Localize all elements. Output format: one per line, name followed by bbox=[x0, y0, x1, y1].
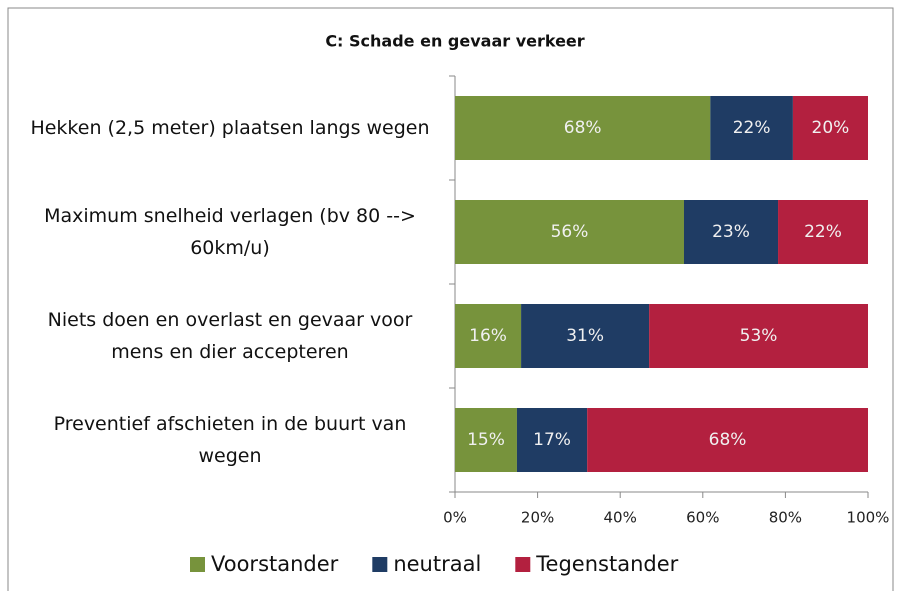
legend-label: Tegenstander bbox=[535, 552, 678, 576]
bar-segment bbox=[649, 304, 868, 368]
legend-swatch bbox=[515, 557, 531, 572]
bar-segment bbox=[455, 200, 684, 264]
category-label: Maximum snelheid verlagen (bv 80 --> 60km… bbox=[44, 205, 416, 259]
value-label: 17% bbox=[533, 430, 571, 450]
bar-segment bbox=[455, 96, 711, 160]
legend-label: neutraal bbox=[393, 552, 481, 576]
value-label: 23% bbox=[712, 222, 750, 242]
value-label: 56% bbox=[551, 222, 589, 242]
value-label: 68% bbox=[564, 118, 602, 138]
bar-segment bbox=[587, 408, 868, 472]
value-label: 68% bbox=[709, 430, 747, 450]
bar-segment bbox=[792, 96, 868, 160]
bar-segment bbox=[455, 304, 522, 368]
x-tick-label: 80% bbox=[769, 509, 802, 527]
category-label: Niets doen en overlast en gevaar voor men… bbox=[48, 309, 413, 363]
bar-segment bbox=[521, 304, 650, 368]
value-label: 20% bbox=[812, 118, 850, 138]
category-label: Hekken (2,5 meter) plaatsen langs wegen bbox=[30, 117, 429, 139]
bar-segment bbox=[710, 96, 793, 160]
value-label: 22% bbox=[733, 118, 771, 138]
x-tick-label: 0% bbox=[443, 509, 467, 527]
x-tick-label: 60% bbox=[686, 509, 719, 527]
legend-label: Voorstander bbox=[211, 552, 339, 576]
category-label: Preventief afschieten in de buurt van weg… bbox=[54, 413, 407, 467]
value-label: 31% bbox=[566, 326, 604, 346]
legend-swatch bbox=[190, 557, 205, 572]
value-label: 15% bbox=[467, 430, 505, 450]
bar-segment bbox=[683, 200, 779, 264]
legend-swatch bbox=[372, 557, 388, 572]
value-label: 53% bbox=[740, 326, 778, 346]
bar-segment bbox=[516, 408, 588, 472]
chart-frame bbox=[7, 7, 894, 591]
value-label: 16% bbox=[469, 326, 507, 346]
bar-segment bbox=[778, 200, 868, 264]
x-tick-label: 20% bbox=[521, 509, 554, 527]
chart-title: C: Schade en gevaar verkeer bbox=[325, 32, 584, 51]
bar-segment bbox=[455, 408, 517, 472]
value-label: 22% bbox=[804, 222, 842, 242]
x-tick-label: 100% bbox=[847, 509, 890, 527]
x-tick-label: 40% bbox=[604, 509, 637, 527]
